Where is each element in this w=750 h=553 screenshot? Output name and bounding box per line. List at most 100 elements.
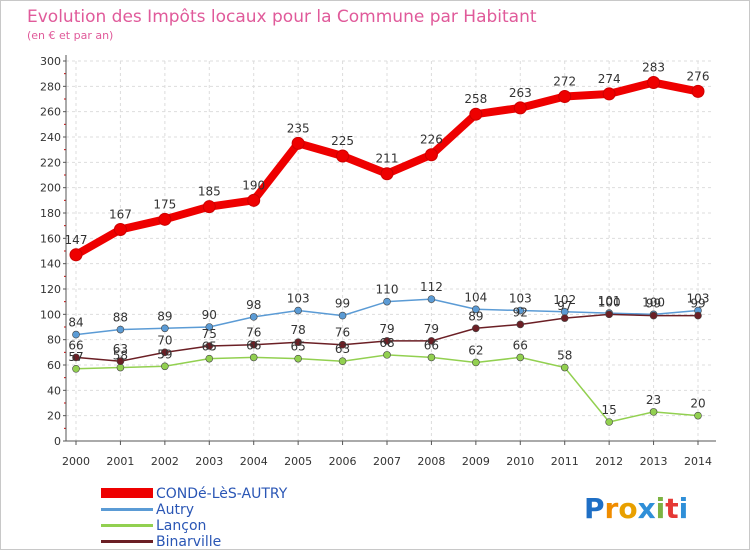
data-label: 274 bbox=[598, 72, 621, 86]
data-label: 99 bbox=[335, 297, 350, 311]
y-tick-label: 240 bbox=[40, 131, 61, 144]
data-label: 65 bbox=[291, 340, 306, 354]
x-tick-label: 2001 bbox=[106, 455, 134, 468]
data-point bbox=[72, 353, 80, 362]
x-tick-label: 2008 bbox=[417, 455, 445, 468]
logo-letter: x bbox=[638, 492, 656, 525]
data-label: 104 bbox=[464, 290, 487, 304]
data-point bbox=[472, 324, 480, 333]
data-point bbox=[205, 342, 214, 350]
x-tick-label: 2005 bbox=[284, 455, 312, 468]
y-tick-label: 0 bbox=[54, 435, 61, 448]
data-label: 97 bbox=[557, 299, 572, 313]
y-tick-label: 200 bbox=[40, 182, 61, 195]
data-point bbox=[427, 337, 436, 345]
data-point bbox=[558, 89, 572, 103]
data-label: 283 bbox=[642, 61, 665, 75]
data-point bbox=[158, 212, 172, 226]
data-point bbox=[72, 364, 80, 373]
data-label: 78 bbox=[291, 323, 306, 337]
legend-label-0: CONDé-LèS-AUTRY bbox=[156, 486, 288, 502]
data-point bbox=[383, 337, 391, 345]
data-point bbox=[205, 354, 214, 363]
data-point bbox=[338, 357, 347, 366]
data-point bbox=[383, 297, 391, 306]
data-label: 63 bbox=[335, 342, 350, 356]
data-point bbox=[694, 411, 702, 420]
axis-layer: 0204060801001201401601802002202402602803… bbox=[40, 55, 716, 468]
x-tick-label: 2012 bbox=[595, 455, 623, 468]
data-label: 75 bbox=[202, 327, 217, 341]
y-tick-label: 220 bbox=[40, 156, 61, 169]
data-label: 103 bbox=[509, 292, 532, 306]
x-tick-label: 2000 bbox=[62, 455, 90, 468]
svg-text:Proxiti: Proxiti bbox=[584, 492, 688, 525]
data-label: 112 bbox=[420, 280, 443, 294]
data-point bbox=[116, 363, 125, 372]
y-tick-label: 40 bbox=[47, 384, 61, 397]
logo-letter: i bbox=[656, 492, 666, 525]
legend-label-2: Lançon bbox=[156, 518, 206, 534]
data-label: 79 bbox=[424, 322, 439, 336]
data-label: 88 bbox=[113, 311, 128, 325]
data-label: 79 bbox=[379, 322, 394, 336]
data-label: 66 bbox=[513, 338, 528, 352]
data-label: 225 bbox=[331, 134, 354, 148]
data-label: 101 bbox=[598, 294, 621, 308]
data-label: 66 bbox=[424, 338, 439, 352]
x-tick-label: 2002 bbox=[151, 455, 179, 468]
data-point bbox=[516, 320, 525, 329]
data-label: 66 bbox=[246, 338, 261, 352]
y-tick-label: 20 bbox=[47, 410, 61, 423]
y-tick-label: 100 bbox=[40, 308, 61, 321]
logo-letter: P bbox=[584, 492, 605, 525]
chart-subtitle: (en € et par an) bbox=[27, 29, 113, 42]
data-point bbox=[69, 248, 83, 262]
legend-swatch-1 bbox=[101, 508, 153, 511]
data-point bbox=[602, 87, 616, 101]
data-label: 185 bbox=[198, 185, 221, 199]
logo-letter: t bbox=[665, 492, 678, 525]
data-label: 175 bbox=[153, 197, 176, 211]
data-label: 211 bbox=[376, 152, 399, 166]
data-label: 276 bbox=[687, 69, 710, 83]
data-label: 89 bbox=[157, 309, 172, 323]
data-label: 103 bbox=[287, 292, 310, 306]
logo-letter: o bbox=[618, 492, 637, 525]
chart-title: Evolution des Impôts locaux pour la Comm… bbox=[27, 7, 537, 27]
data-point bbox=[338, 340, 347, 349]
data-label: 20 bbox=[690, 397, 705, 411]
data-point bbox=[472, 358, 480, 367]
data-label: 65 bbox=[202, 340, 217, 354]
data-label: 103 bbox=[687, 292, 710, 306]
data-point bbox=[513, 101, 527, 115]
data-label: 100 bbox=[642, 295, 665, 309]
data-label: 68 bbox=[379, 336, 394, 350]
x-tick-label: 2006 bbox=[329, 455, 357, 468]
x-tick-label: 2003 bbox=[195, 455, 223, 468]
data-point bbox=[380, 167, 394, 181]
data-point bbox=[116, 357, 125, 366]
data-label: 76 bbox=[246, 326, 261, 340]
data-point bbox=[294, 306, 302, 315]
data-label: 167 bbox=[109, 207, 132, 221]
data-label: 59 bbox=[157, 347, 172, 361]
data-point bbox=[294, 354, 302, 363]
proxiti-logo: Proxiti bbox=[584, 492, 688, 525]
legend-label-3: Binarville bbox=[156, 534, 221, 549]
data-point bbox=[113, 222, 127, 236]
data-label: 98 bbox=[246, 298, 261, 312]
data-point bbox=[249, 340, 258, 349]
data-point bbox=[560, 314, 569, 322]
data-label: 70 bbox=[157, 333, 172, 347]
y-tick-label: 160 bbox=[40, 232, 61, 245]
y-tick-label: 140 bbox=[40, 258, 61, 271]
data-label: 63 bbox=[113, 342, 128, 356]
data-label: 100 bbox=[598, 295, 621, 309]
y-tick-label: 260 bbox=[40, 106, 61, 119]
logo-letter: i bbox=[679, 492, 689, 525]
data-label: 226 bbox=[420, 133, 443, 147]
